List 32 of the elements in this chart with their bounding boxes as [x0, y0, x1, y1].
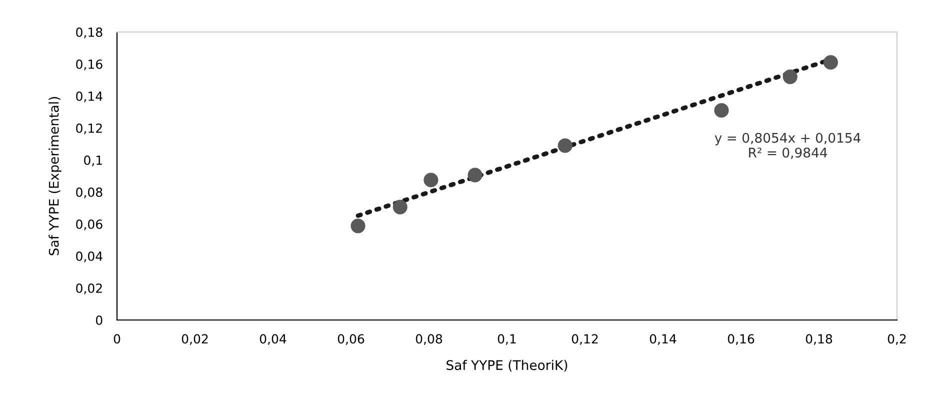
y-tick-label: 0,1 — [84, 155, 102, 166]
x-tick-label: 0,02 — [182, 334, 208, 345]
point — [424, 172, 438, 188]
y-axis-title: Saf YYPE (Experimental) — [48, 97, 62, 256]
y-tick-label: 0,18 — [76, 27, 102, 38]
point — [468, 168, 482, 182]
x-tick-label: 0,2 — [888, 334, 906, 345]
x-tick-label: 0,1 — [498, 334, 516, 345]
x-tick-label: 0,16 — [728, 334, 754, 345]
annotation: y = 0,8054x + 0,0154 R² = 0,9844 — [714, 132, 860, 159]
point — [350, 218, 366, 234]
point — [714, 103, 729, 118]
point — [392, 200, 408, 214]
y-tick-label: 0,04 — [76, 251, 102, 262]
point — [823, 55, 838, 70]
point — [782, 70, 798, 84]
x-tick-label: 0,08 — [416, 334, 442, 345]
y-tick-label: 0,02 — [76, 283, 102, 294]
x-axis-title: Saf YYPE (TheoriK) — [446, 360, 568, 372]
x-tick-label: 0,12 — [572, 334, 598, 345]
point — [558, 138, 572, 153]
y-tick-label: 0,14 — [76, 91, 102, 102]
y-tick-label: 0,08 — [76, 187, 102, 198]
y-tick-label: 0,12 — [76, 123, 102, 134]
x-tick-label: 0 — [114, 334, 120, 344]
x-tick-label: 0,14 — [650, 334, 676, 345]
y-tick-label: 0,16 — [76, 59, 102, 70]
x-tick-label: 0,06 — [338, 334, 364, 345]
x-tick-label: 0,18 — [806, 334, 832, 345]
x-tick-label: 0,04 — [260, 334, 286, 345]
y-tick-label: 0 — [96, 315, 102, 325]
y-tick-label: 0,06 — [76, 219, 102, 230]
